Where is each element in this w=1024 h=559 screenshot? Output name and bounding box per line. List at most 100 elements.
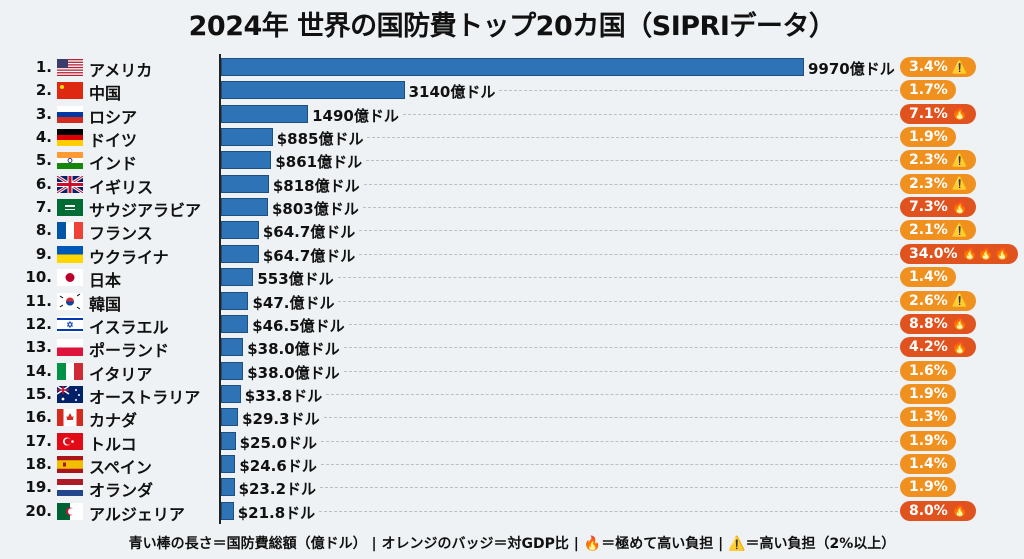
bar — [221, 221, 259, 240]
country-name: インド — [89, 154, 138, 174]
gdp-badge: 2.6% ⚠️ — [900, 290, 977, 311]
value-label: $47.億ドル — [252, 291, 338, 313]
gdp-ratio: 8.0% — [909, 502, 948, 519]
value-label: 3140億ドル — [408, 81, 499, 103]
gdp-badge: 2.3% ⚠️ — [900, 173, 977, 194]
country-name: オーストラリア — [89, 387, 201, 407]
rank-label: 3. — [35, 104, 52, 123]
value-label: $861億ドル — [275, 151, 366, 173]
leader-line — [359, 253, 898, 255]
gdp-ratio: 1.6% — [909, 362, 948, 379]
bar — [221, 128, 273, 147]
gdp-ratio: 8.8% — [909, 315, 948, 332]
chart-row: 9. ウクライナ $64.7億ドル 34.0% 🔥🔥🔥 — [0, 243, 1024, 267]
country-name: トルコ — [89, 434, 137, 454]
leader-line — [338, 300, 898, 302]
flag-it-icon — [57, 362, 83, 380]
country-name: フランス — [89, 224, 153, 244]
gdp-ratio: 2.1% — [909, 222, 948, 239]
rank-label: 16. — [25, 408, 52, 427]
value-label: $29.3ドル — [242, 408, 323, 430]
chart-title: 2024年 世界の国防費トップ20カ国（SIPRIデータ） — [188, 11, 836, 42]
gdp-ratio: 1.9% — [909, 385, 948, 402]
rank-label: 15. — [25, 384, 52, 403]
value-label: $64.7億ドル — [262, 221, 359, 243]
bar — [221, 174, 269, 193]
country-name: カナダ — [89, 411, 138, 431]
flag-kr-icon — [57, 292, 83, 310]
rank-label: 5. — [35, 151, 52, 170]
chart-row: 4. ドイツ $885億ドル 1.9% — [0, 126, 1024, 150]
country-name: アルジェリア — [89, 504, 185, 524]
leader-line — [366, 160, 898, 162]
gdp-badge: 7.1% 🔥 — [900, 103, 977, 124]
rank-label: 20. — [25, 501, 52, 520]
rank-label: 11. — [25, 291, 52, 310]
warning-icon: ⚠️ — [951, 59, 969, 75]
rank-label: 2. — [35, 81, 52, 100]
gdp-badge: 1.9% — [900, 477, 956, 498]
bar — [221, 384, 241, 403]
chart-row: 19. オランダ $23.2ドル 1.9% — [0, 476, 1024, 501]
gdp-badge: 1.7% — [900, 80, 956, 101]
rank-label: 12. — [25, 314, 52, 333]
fire-icon: 🔥 — [951, 503, 969, 519]
leader-line — [348, 323, 898, 325]
value-label: $24.6ドル — [239, 454, 320, 476]
country-name: ロシア — [89, 107, 138, 127]
country-name: アメリカ — [89, 61, 153, 80]
bar — [221, 501, 234, 520]
country-name: 韓国 — [89, 294, 122, 314]
rank-label: 10. — [25, 268, 52, 287]
country-name: スペイン — [89, 457, 152, 477]
leader-line — [321, 440, 898, 442]
value-label: $23.2ドル — [238, 478, 320, 500]
fire-icon: 🔥 — [951, 316, 969, 332]
flag-cn-icon — [57, 82, 83, 100]
flag-il-icon — [57, 315, 83, 333]
gdp-badge: 3.4% ⚠️ — [900, 57, 977, 77]
chart-row: 7. サウジアラビア $803億ドル 7.3% 🔥 — [0, 196, 1024, 220]
value-label: 9970億ドル — [808, 58, 898, 79]
warning-icon: ⚠️ — [951, 222, 969, 238]
value-label: $38.0億ドル — [247, 338, 343, 360]
leader-line — [320, 487, 898, 489]
rank-label: 13. — [25, 338, 52, 357]
gdp-ratio: 1.9% — [909, 479, 948, 496]
bar — [221, 244, 259, 263]
chart-row: 10. 日本 553億ドル 1.4% — [0, 266, 1024, 290]
rank-label: 6. — [35, 174, 52, 193]
gdp-ratio: 34.0% — [909, 245, 958, 262]
legend-text-1: 青い棒の長さ＝国防費総額（億ドル） | オレンジのバッジ＝対GDP比 | — [128, 536, 584, 552]
warning-icon: ⚠️ — [951, 176, 969, 192]
flag-in-icon — [57, 152, 83, 170]
flag-ua-icon — [57, 245, 83, 263]
fire-icon: 🔥 — [951, 199, 969, 215]
flag-pl-icon — [57, 339, 83, 357]
gdp-ratio: 1.9% — [909, 129, 948, 146]
leader-line — [343, 347, 898, 349]
leader-line — [363, 183, 898, 185]
leader-line — [359, 230, 898, 232]
legend-text-2: ＝極めて高い負担 | — [601, 536, 729, 552]
chart-row: 3. ロシア 1490億ドル 7.1% 🔥 — [0, 103, 1024, 127]
gdp-badge: 8.0% 🔥 — [900, 500, 977, 521]
chart-row: 18. スペイン $24.6ドル 1.4% — [0, 453, 1024, 477]
value-label: $21.8ドル — [237, 501, 319, 523]
legend-text-3: ＝高い負担（2%以上） — [745, 536, 896, 552]
rank-label: 19. — [25, 478, 52, 497]
flag-ru-icon — [57, 105, 83, 123]
flag-de-icon — [57, 129, 83, 147]
bar — [221, 408, 239, 427]
bar — [221, 104, 309, 123]
flag-es-icon — [57, 455, 83, 473]
country-name: オランダ — [89, 481, 154, 501]
leader-line — [343, 370, 898, 372]
gdp-ratio: 1.4% — [909, 455, 948, 472]
gdp-badge: 1.3% — [900, 407, 956, 428]
warning-icon: ⚠️ — [728, 536, 746, 552]
gdp-badge: 1.9% — [900, 127, 956, 148]
bar — [221, 454, 236, 473]
gdp-badge: 1.9% — [900, 383, 956, 404]
leader-line — [319, 510, 898, 512]
